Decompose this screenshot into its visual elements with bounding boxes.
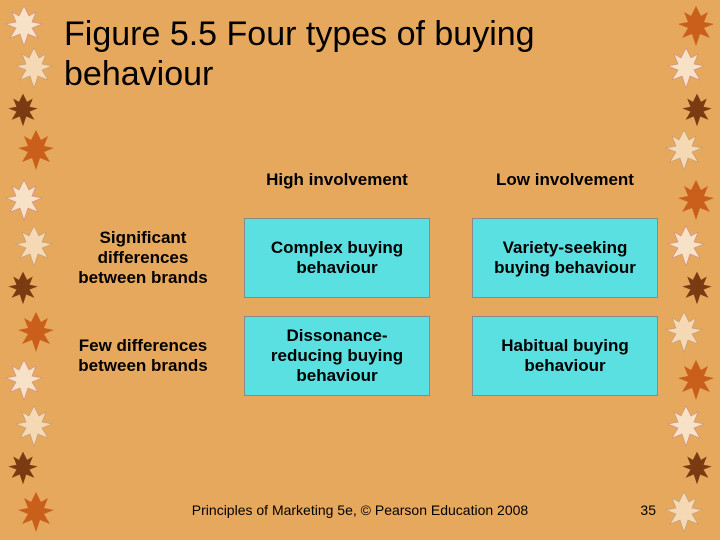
leaf-deco [4, 4, 44, 48]
leaf-deco [14, 224, 54, 268]
leaf-deco [676, 178, 716, 222]
page-number: 35 [640, 502, 656, 518]
footer-citation: Principles of Marketing 5e, © Pearson Ed… [0, 502, 720, 518]
leaf-deco [6, 270, 40, 306]
leaf-deco [4, 358, 44, 402]
slide: Figure 5.5 Four types of buying behaviou… [0, 0, 720, 540]
leaf-deco [680, 270, 714, 306]
matrix-corner-empty [64, 160, 222, 200]
leaf-deco [664, 310, 704, 354]
leaf-deco [16, 310, 56, 354]
leaf-deco [666, 46, 706, 90]
leaf-deco [4, 178, 44, 222]
leaf-deco [14, 404, 54, 448]
col-header-low-involvement: Low involvement [472, 160, 658, 200]
cell-dissonance-reducing: Dissonance-reducing buying behaviour [244, 316, 430, 396]
leaf-deco [666, 224, 706, 268]
leaf-deco [6, 450, 40, 486]
matrix-col-headers: High involvement Low involvement [64, 160, 658, 200]
row-label-significant-diff: Significant differences between brands [64, 218, 222, 298]
cell-complex-buying: Complex buying behaviour [244, 218, 430, 298]
row-label-few-diff: Few differences between brands [64, 316, 222, 396]
leaf-deco [664, 128, 704, 172]
cell-variety-seeking: Variety-seeking buying behaviour [472, 218, 658, 298]
leaf-deco [680, 450, 714, 486]
leaf-deco [676, 4, 716, 48]
leaf-deco [666, 404, 706, 448]
leaf-deco [16, 128, 56, 172]
leaf-deco [680, 92, 714, 128]
cell-habitual-buying: Habitual buying behaviour [472, 316, 658, 396]
col-header-high-involvement: High involvement [244, 160, 430, 200]
matrix-row-few: Few differences between brands Dissonanc… [64, 316, 658, 396]
leaf-deco [6, 92, 40, 128]
leaf-deco [14, 46, 54, 90]
matrix-row-significant: Significant differences between brands C… [64, 218, 658, 298]
slide-title: Figure 5.5 Four types of buying behaviou… [64, 14, 656, 94]
buying-behaviour-matrix: High involvement Low involvement Signifi… [64, 160, 658, 396]
leaf-deco [676, 358, 716, 402]
